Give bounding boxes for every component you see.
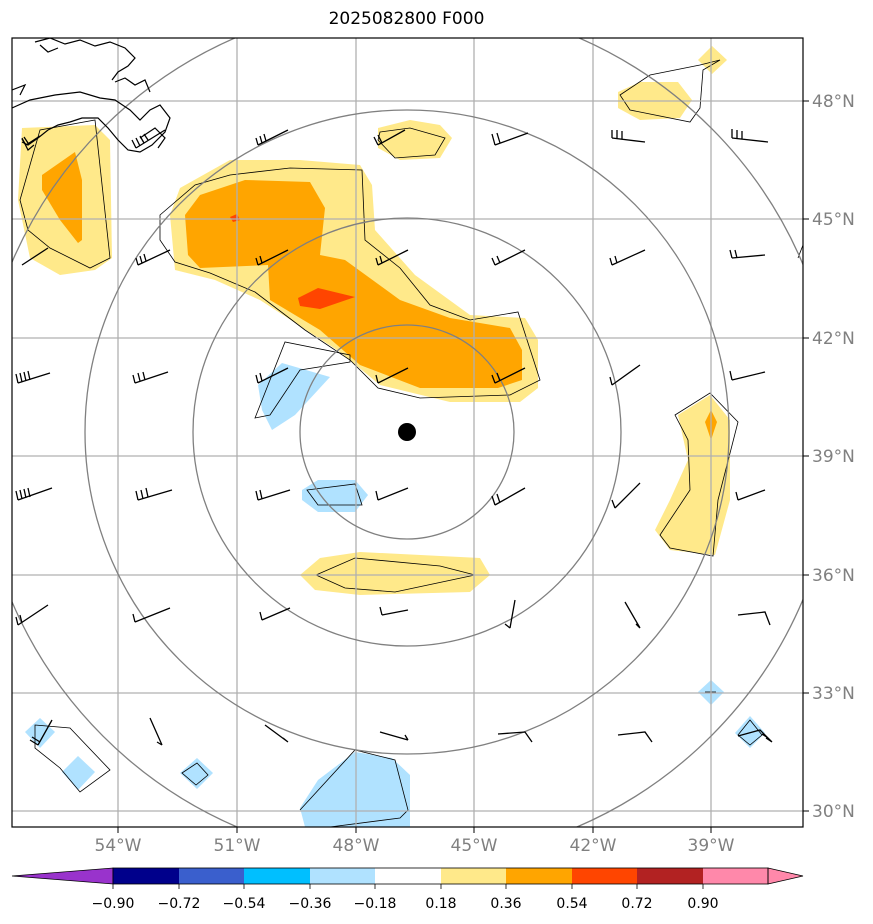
contour-fill-lightblue: [25, 363, 765, 827]
colorbar-bin: [703, 868, 768, 884]
lat-label: 30°N: [812, 802, 855, 822]
lat-label: 33°N: [812, 684, 855, 704]
storm-center-dot: [398, 423, 416, 441]
map-frame: [11, 37, 804, 828]
lon-label: 48°W: [333, 836, 380, 856]
lat-label: 39°N: [812, 447, 855, 467]
wind-barbs: [15, 129, 773, 746]
lon-label: 42°W: [570, 836, 617, 856]
colorbar-extend-max: [767, 867, 804, 885]
colorbar-bin: [244, 868, 310, 884]
colorbar-tick-label: −0.36: [289, 896, 332, 912]
colorbar-bin: [310, 868, 375, 884]
colorbar-bin: [572, 868, 637, 884]
colorbar-tick-label: −0.54: [223, 896, 266, 912]
lon-label: 45°W: [451, 836, 498, 856]
colorbar-tick-label: −0.90: [92, 896, 135, 912]
colorbar-tick-label: 0.36: [490, 896, 521, 912]
lat-axis: 48°N 45°N 42°N 39°N 36°N 33°N 30°N: [803, 92, 855, 822]
colorbar-bin: [441, 868, 506, 884]
lon-label: 54°W: [95, 836, 142, 856]
colorbar-tick-label: 0.54: [556, 896, 587, 912]
colorbar-bin: [375, 868, 441, 884]
map-title: 2025082800 F000: [328, 9, 485, 29]
colorbar-bin: [179, 868, 244, 884]
colorbar-tick-label: 0.90: [687, 896, 718, 912]
lat-label: 45°N: [812, 210, 855, 230]
lon-axis: 54°W 51°W 48°W 45°W 42°W 39°W: [95, 827, 735, 856]
map-panel: [12, 38, 803, 827]
lat-label: 48°N: [812, 92, 855, 112]
lat-label: 42°N: [812, 329, 855, 349]
colorbar-bin: [506, 868, 572, 884]
lon-label: 51°W: [214, 836, 261, 856]
colorbar-tick-label: −0.72: [158, 896, 201, 912]
colorbar-tick-label: −0.18: [354, 896, 397, 912]
colorbar-extend-min: [11, 867, 114, 885]
colorbar-bin: [113, 868, 179, 884]
contour-lines: [19, 59, 803, 827]
contour-fill-orange: [42, 152, 717, 440]
colorbar-tick-label: 0.18: [425, 896, 456, 912]
range-rings: [12, 38, 803, 827]
coastline: [12, 38, 171, 153]
colorbar-tick-label: 0.72: [621, 896, 652, 912]
colorbar: −0.90 −0.72 −0.54 −0.36 −0.18 0.18 0.36 …: [11, 867, 804, 912]
lon-label: 39°W: [688, 836, 735, 856]
colorbar-bin: [637, 868, 703, 884]
lat-label: 36°N: [812, 566, 855, 586]
